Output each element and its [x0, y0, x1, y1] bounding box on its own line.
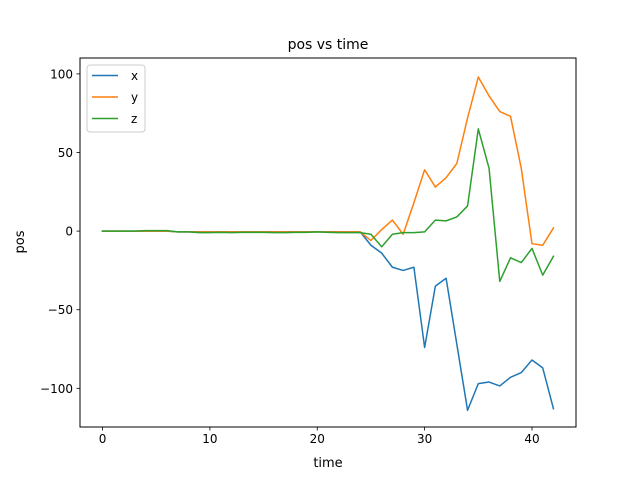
chart-title: pos vs time [288, 37, 369, 53]
x-tick-label: 20 [310, 432, 325, 446]
y-tick-label: 0 [65, 225, 73, 239]
x-tick-label: 30 [417, 432, 432, 446]
series-line-z [101, 128, 555, 283]
y-axis-label: pos [13, 230, 28, 253]
x-axis-label: time [313, 456, 342, 471]
legend-entries: xyz [92, 69, 138, 126]
y-tick-label: 50 [58, 146, 73, 160]
legend-label-y: y [131, 91, 138, 105]
legend: xyz [86, 64, 146, 133]
x-tick-label: 40 [524, 432, 539, 446]
x-tick-label: 0 [99, 432, 107, 446]
x-tick-label: 10 [202, 432, 217, 446]
legend-box [86, 64, 146, 133]
legend-label-x: x [131, 69, 138, 83]
series-layer [101, 76, 555, 412]
plot-area [80, 58, 576, 427]
y-tick-label: −50 [48, 303, 73, 317]
plot-frame [79, 57, 577, 428]
y-tick-label: 100 [50, 67, 73, 81]
ticks-layer: 0 10 20 30 40 100 50 0 −50 −100 [40, 67, 540, 446]
legend-label-z: z [131, 112, 137, 126]
y-tick-label: −100 [40, 382, 73, 396]
